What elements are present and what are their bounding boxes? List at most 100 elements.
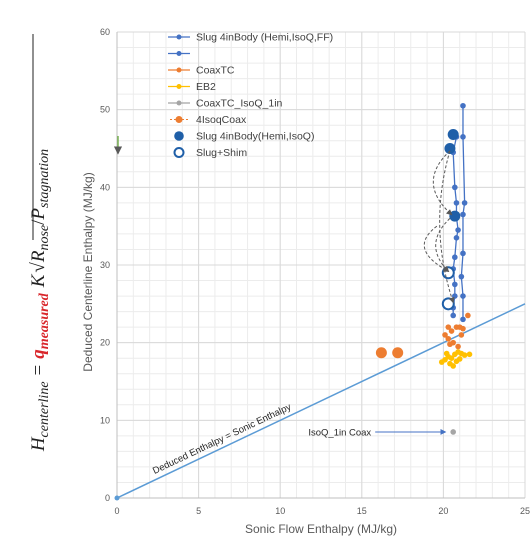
legend-label: Slug 4inBody(Hemi,IsoQ) [196,131,314,143]
formula-den: P [28,208,49,221]
formula-k: K [28,273,49,288]
y-tick-label: 50 [100,105,110,115]
x-tick-label: 25 [520,506,530,516]
formula-den-sub: stagnation [37,149,52,208]
data-point [456,356,463,362]
data-point [449,210,461,222]
legend-item: CoaxTC [168,65,235,77]
legend-label: Slug+Shim [196,147,247,159]
data-point [444,143,456,154]
data-point [445,324,452,330]
reference-line-label: Deduced Enthalpy = Sonic Enthalpy [151,402,293,477]
dashed-arrow [439,150,455,304]
formula-eq: = [28,365,49,376]
data-point [452,184,458,191]
data-point [460,250,466,257]
series-7 [441,266,455,311]
legend-item: EB2 [168,81,216,93]
legend-label: CoaxTC_IsoQ_1in [196,98,283,110]
y-tick-label: 20 [100,338,110,348]
series-2 [442,312,471,350]
legend-label: EB2 [196,81,216,93]
formula-lhs-sub: centerline [37,381,52,437]
y-tick-label: 0 [105,493,110,503]
formula-slash: / [28,219,49,225]
legend-item: Slug 4inBody (Hemi,IsoQ,FF) [168,32,333,44]
data-point [447,360,453,367]
series-4 [450,429,456,435]
series-5 [375,347,404,359]
data-point [453,235,460,241]
data-point [453,200,460,206]
reference-line [116,303,526,499]
series-3 [438,349,473,369]
data-point [460,316,466,323]
x-tick-label: 0 [114,506,119,516]
legend-marker [176,84,182,89]
data-point [392,347,404,359]
data-point [442,332,448,338]
legend-label: CoaxTC [196,65,235,77]
data-point [465,312,471,319]
legend-marker [176,51,182,56]
legend-item: Slug+Shim [173,147,247,159]
legend-marker [176,34,182,40]
data-point [445,335,452,342]
formula-lhs: H [28,436,49,452]
data-point [458,332,465,338]
y-tick-label: 40 [100,182,110,192]
data-point [460,293,466,299]
data-point [450,312,456,319]
annotation-label: IsoQ_1in Coax [308,427,371,438]
legend-item: Slug 4inBody(Hemi,IsoQ) [174,131,314,143]
y-tick-label: 10 [100,415,110,425]
formula-sqrt: √ [28,262,49,273]
dashed-arrow [423,225,450,272]
dashed-arrow [432,150,453,216]
data-point [450,429,456,435]
y-axis-title: Deduced Centerline Enthalpy (MJ/kg) [81,172,95,371]
data-point [461,352,468,358]
y-tick-label: 60 [100,27,110,37]
legend-marker [174,131,184,141]
data-point [447,341,453,348]
y-tick-labels: 0 10 20 30 40 50 60 [100,27,110,503]
data-point [466,351,473,358]
series-line [452,132,459,316]
data-point [455,227,461,233]
data-point [375,347,387,359]
formula-q-sub: measured [37,292,52,349]
legend-item: CoaxTC_IsoQ_1in [168,98,283,110]
annotation-group: IsoQ_1in Coax [113,136,447,438]
data-point [443,350,450,357]
legend-marker [176,100,182,106]
x-tick-label: 10 [275,506,285,516]
data-point [452,281,458,288]
x-axis-title: Sonic Flow Enthalpy (MJ/kg) [245,522,397,536]
data-point [460,211,466,218]
data-point [458,273,465,280]
data-point [460,325,466,332]
legend-item: 4IsoqCoax [170,114,247,126]
data-point [448,328,455,334]
data-point [448,355,455,362]
reference-origin-point [114,495,120,501]
data-point [460,134,466,140]
data-point [452,293,458,299]
y-tick-label: 30 [100,260,110,270]
data-point [461,200,468,206]
data-point [455,343,461,350]
series-6 [444,129,461,222]
x-tick-label: 5 [196,506,201,516]
x-tick-labels: 0 5 10 15 20 25 [114,506,530,516]
legend-item [168,51,190,56]
legend-label: 4IsoqCoax [196,114,247,126]
x-tick-label: 15 [357,506,367,516]
x-tick-label: 20 [438,506,448,516]
series-1 [458,102,468,323]
dashed-arrows-group [423,150,455,304]
dashed-arrow [435,218,451,273]
legend-marker [176,67,182,73]
legend-marker [173,147,185,158]
